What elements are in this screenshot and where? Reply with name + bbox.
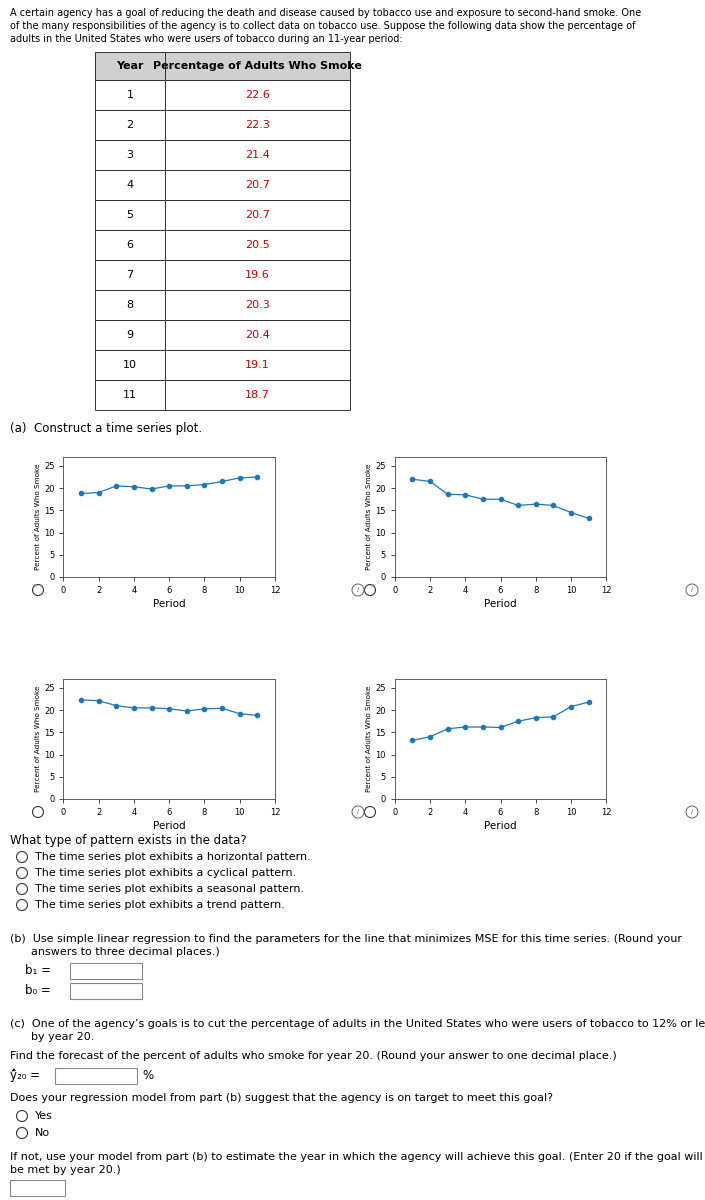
Text: 1: 1	[126, 90, 133, 100]
FancyBboxPatch shape	[95, 230, 165, 260]
Text: 10: 10	[123, 360, 137, 370]
FancyBboxPatch shape	[165, 350, 350, 380]
Text: i: i	[357, 587, 359, 593]
Text: No: No	[35, 1128, 50, 1138]
Text: %: %	[142, 1069, 153, 1082]
Text: 21.4: 21.4	[245, 150, 270, 160]
FancyBboxPatch shape	[95, 170, 165, 200]
Text: b₁ =: b₁ =	[25, 964, 51, 977]
Text: adults in the United States who were users of tobacco during an 11-year period:: adults in the United States who were use…	[10, 34, 403, 44]
Text: The time series plot exhibits a horizontal pattern.: The time series plot exhibits a horizont…	[35, 852, 311, 862]
FancyBboxPatch shape	[165, 140, 350, 170]
FancyBboxPatch shape	[10, 1180, 65, 1196]
FancyBboxPatch shape	[165, 200, 350, 230]
Text: 22.6: 22.6	[245, 90, 270, 100]
FancyBboxPatch shape	[95, 380, 165, 410]
Y-axis label: Percent of Adults Who Smoke: Percent of Adults Who Smoke	[35, 685, 41, 792]
Text: (b)  Use simple linear regression to find the parameters for the line that minim: (b) Use simple linear regression to find…	[10, 934, 682, 944]
FancyBboxPatch shape	[165, 320, 350, 350]
FancyBboxPatch shape	[95, 320, 165, 350]
FancyBboxPatch shape	[165, 260, 350, 290]
Text: A certain agency has a goal of reducing the death and disease caused by tobacco : A certain agency has a goal of reducing …	[10, 8, 642, 18]
Text: i: i	[691, 587, 693, 593]
FancyBboxPatch shape	[95, 52, 165, 80]
Text: 5: 5	[126, 210, 133, 220]
Text: 19.1: 19.1	[245, 360, 270, 370]
Text: 18.7: 18.7	[245, 390, 270, 400]
FancyBboxPatch shape	[55, 1068, 137, 1084]
Text: be met by year 20.): be met by year 20.)	[10, 1165, 121, 1175]
FancyBboxPatch shape	[95, 290, 165, 320]
Text: 20.7: 20.7	[245, 210, 270, 220]
Text: Year: Year	[116, 61, 144, 71]
FancyBboxPatch shape	[165, 170, 350, 200]
FancyBboxPatch shape	[95, 140, 165, 170]
Text: of the many responsibilities of the agency is to collect data on tobacco use. Su: of the many responsibilities of the agen…	[10, 20, 635, 31]
Text: 20.3: 20.3	[245, 300, 270, 310]
Text: The time series plot exhibits a cyclical pattern.: The time series plot exhibits a cyclical…	[35, 868, 296, 878]
Text: b₀ =: b₀ =	[25, 984, 51, 997]
FancyBboxPatch shape	[165, 80, 350, 110]
Text: Yes: Yes	[35, 1111, 53, 1121]
FancyBboxPatch shape	[95, 200, 165, 230]
FancyBboxPatch shape	[165, 110, 350, 140]
Text: 4: 4	[126, 180, 133, 190]
Text: i: i	[357, 809, 359, 815]
Y-axis label: Percent of Adults Who Smoke: Percent of Adults Who Smoke	[35, 463, 41, 570]
FancyBboxPatch shape	[95, 80, 165, 110]
Text: 3: 3	[126, 150, 133, 160]
Text: 6: 6	[126, 240, 133, 250]
Text: (a)  Construct a time series plot.: (a) Construct a time series plot.	[10, 422, 202, 434]
Text: 19.6: 19.6	[245, 270, 270, 280]
Text: The time series plot exhibits a seasonal pattern.: The time series plot exhibits a seasonal…	[35, 884, 304, 894]
Text: 9: 9	[126, 330, 133, 340]
X-axis label: Period: Period	[484, 821, 517, 832]
FancyBboxPatch shape	[165, 52, 350, 80]
Text: If not, use your model from part (b) to estimate the year in which the agency wi: If not, use your model from part (b) to …	[10, 1152, 703, 1162]
Text: ŷ̂₂₀ =: ŷ̂₂₀ =	[10, 1069, 40, 1082]
X-axis label: Period: Period	[484, 599, 517, 610]
X-axis label: Period: Period	[153, 599, 185, 610]
FancyBboxPatch shape	[165, 290, 350, 320]
Text: 11: 11	[123, 390, 137, 400]
FancyBboxPatch shape	[70, 962, 142, 979]
Text: 8: 8	[126, 300, 133, 310]
Text: Percentage of Adults Who Smoke: Percentage of Adults Who Smoke	[153, 61, 362, 71]
FancyBboxPatch shape	[165, 230, 350, 260]
Text: 22.3: 22.3	[245, 120, 270, 130]
Y-axis label: Percent of Adults Who Smoke: Percent of Adults Who Smoke	[367, 463, 372, 570]
Y-axis label: Percent of Adults Who Smoke: Percent of Adults Who Smoke	[367, 685, 372, 792]
Text: Does your regression model from part (b) suggest that the agency is on target to: Does your regression model from part (b)…	[10, 1093, 553, 1103]
Text: answers to three decimal places.): answers to three decimal places.)	[10, 947, 220, 956]
Text: (c)  One of the agency’s goals is to cut the percentage of adults in the United : (c) One of the agency’s goals is to cut …	[10, 1019, 705, 1028]
Text: 20.7: 20.7	[245, 180, 270, 190]
Text: 2: 2	[126, 120, 133, 130]
FancyBboxPatch shape	[95, 110, 165, 140]
FancyBboxPatch shape	[95, 260, 165, 290]
Text: 20.5: 20.5	[245, 240, 270, 250]
Text: 20.4: 20.4	[245, 330, 270, 340]
Text: The time series plot exhibits a trend pattern.: The time series plot exhibits a trend pa…	[35, 900, 285, 910]
FancyBboxPatch shape	[70, 983, 142, 998]
Text: i: i	[691, 809, 693, 815]
Text: by year 20.: by year 20.	[10, 1032, 94, 1042]
FancyBboxPatch shape	[95, 350, 165, 380]
Text: What type of pattern exists in the data?: What type of pattern exists in the data?	[10, 834, 247, 847]
Text: Find the forecast of the percent of adults who smoke for year 20. (Round your an: Find the forecast of the percent of adul…	[10, 1051, 617, 1061]
X-axis label: Period: Period	[153, 821, 185, 832]
Text: 7: 7	[126, 270, 133, 280]
FancyBboxPatch shape	[165, 380, 350, 410]
